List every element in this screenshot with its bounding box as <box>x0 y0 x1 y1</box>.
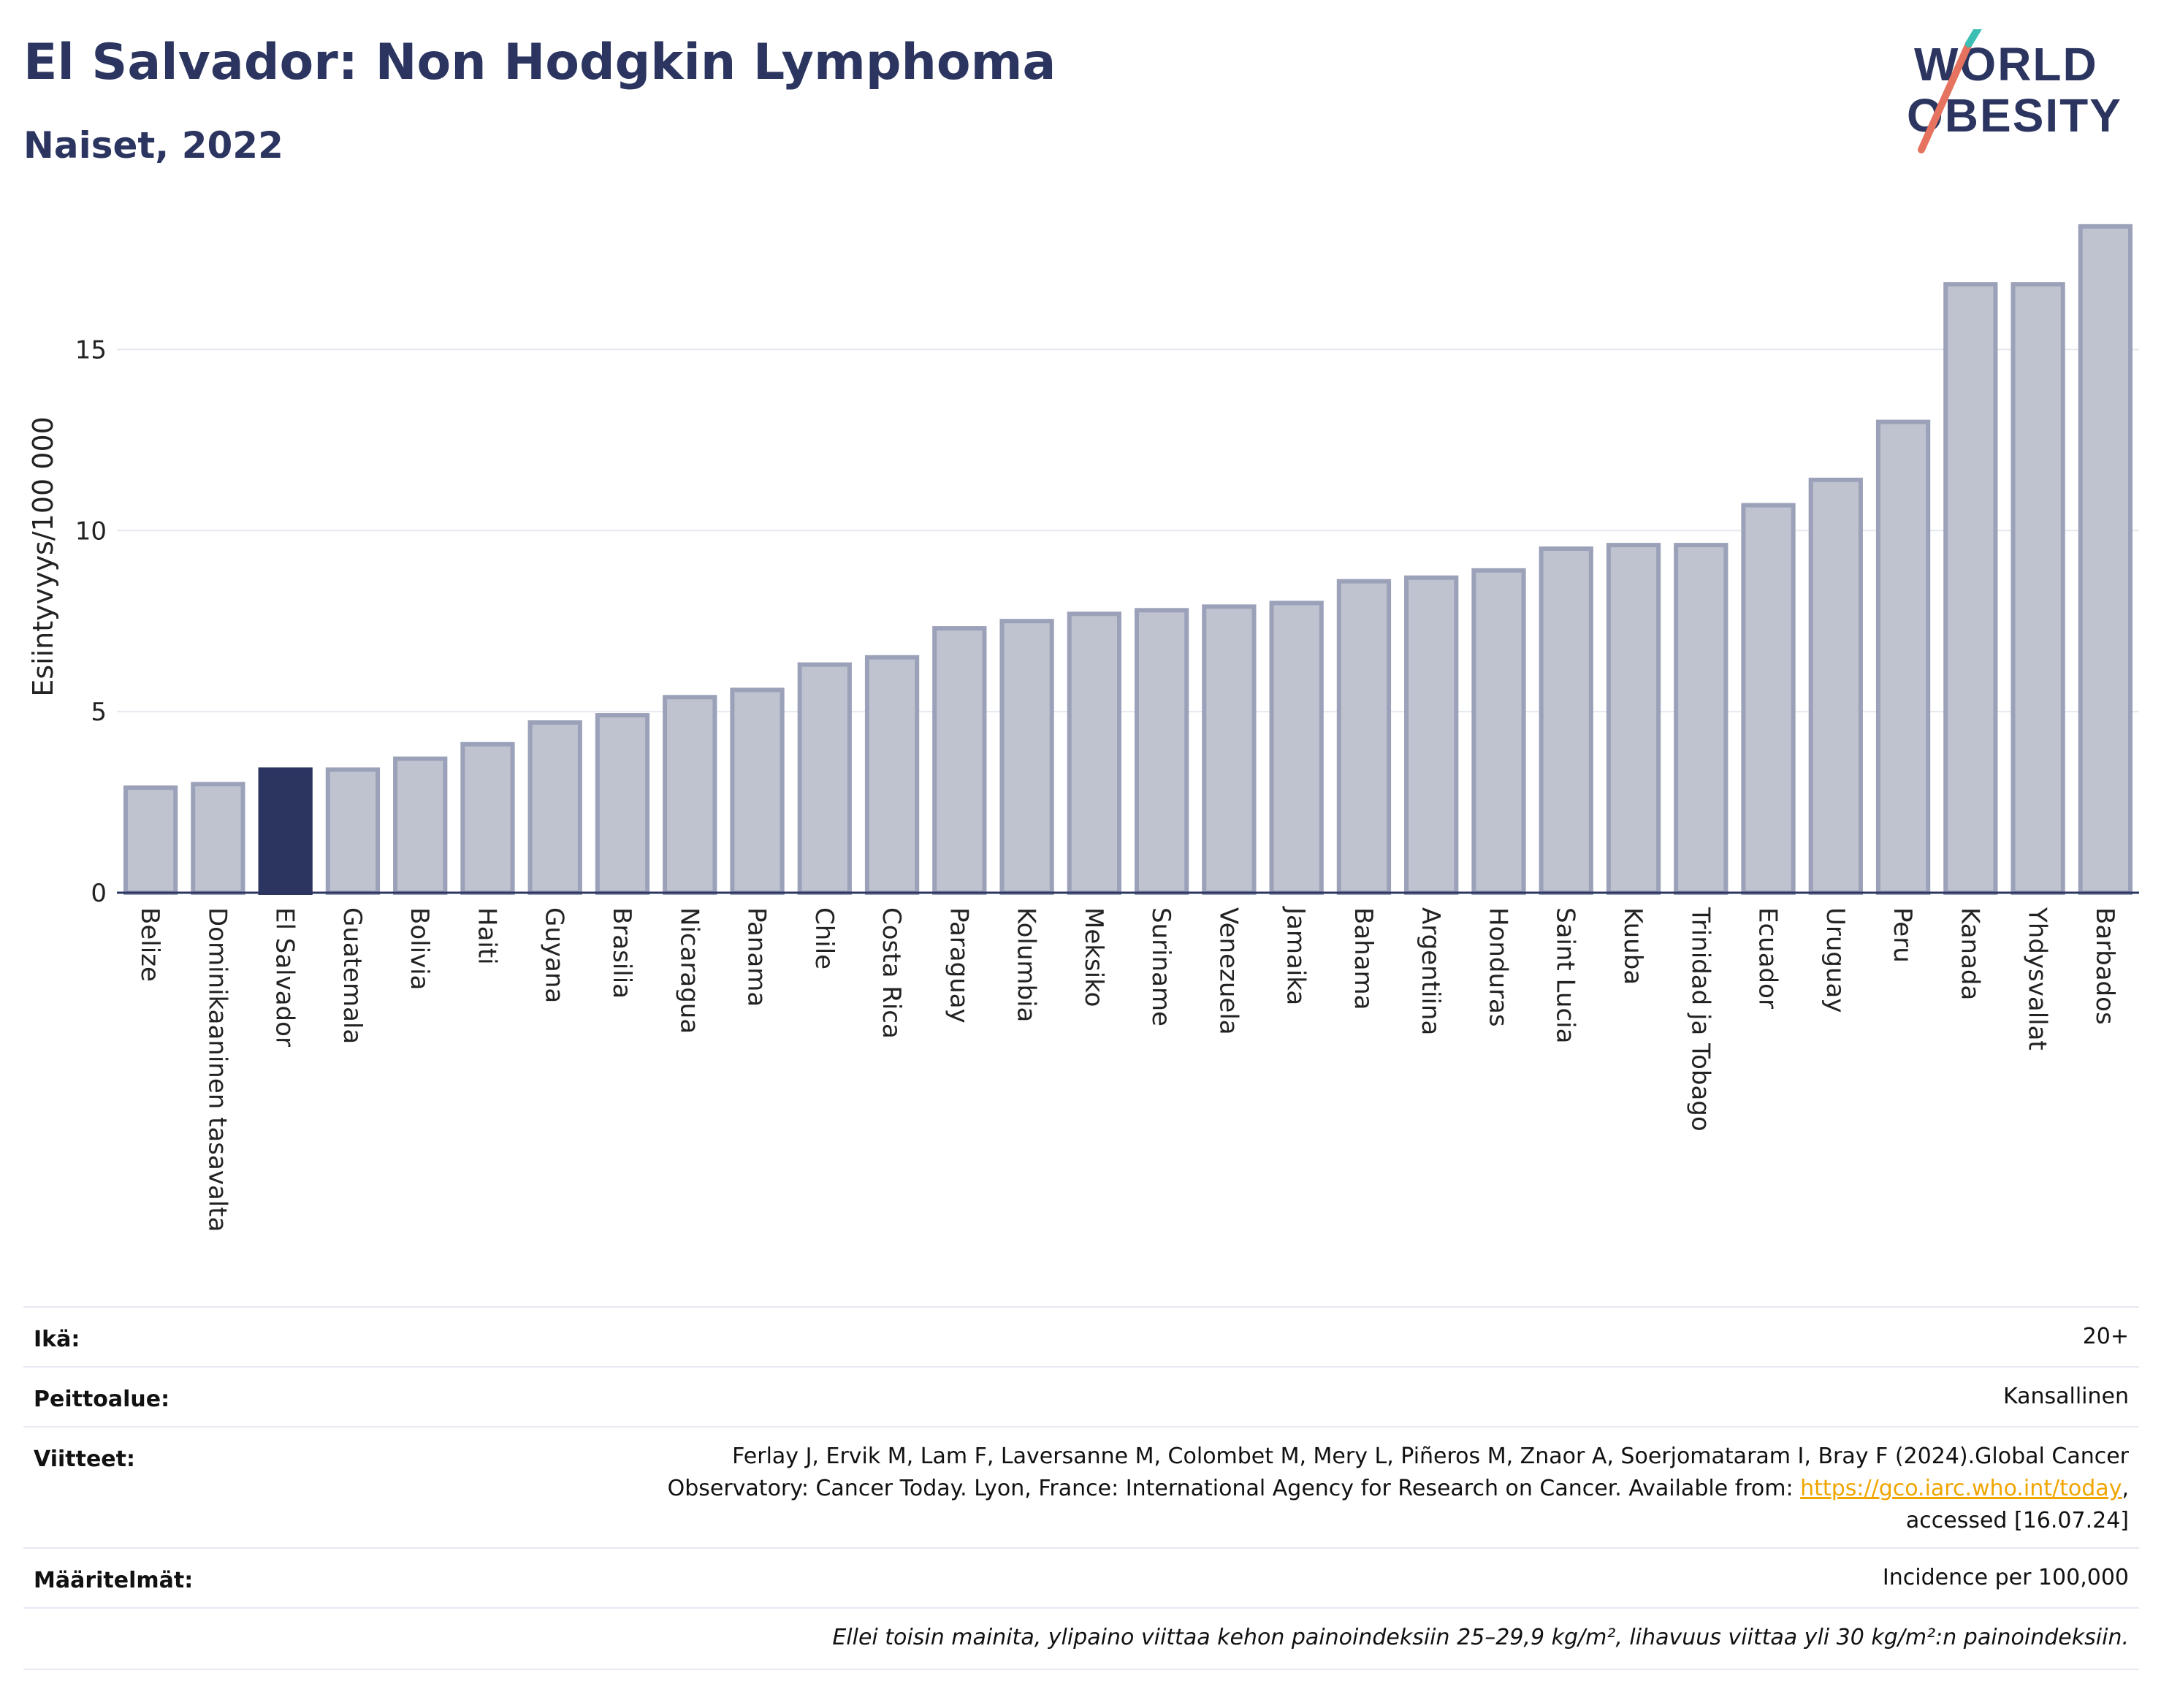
bar <box>1539 546 1593 895</box>
info-row-references: Viitteet: Ferlay J, Ervik M, Lam F, Lave… <box>23 1426 2139 1549</box>
bar <box>1741 503 1796 895</box>
x-tick-label: Barbados <box>2090 907 2119 1025</box>
y-axis-label: Esiintyvyys/100 000 <box>27 416 59 697</box>
bar <box>1404 575 1459 896</box>
x-tick-label: Meksiko <box>1079 907 1108 1007</box>
world-obesity-logo: WORLD OBESITY <box>1907 29 2121 153</box>
bar <box>1134 608 1189 895</box>
bar <box>2078 224 2133 895</box>
x-tick-label: El Salvador <box>270 907 300 1047</box>
x-tick-label: Costa Rica <box>877 907 906 1039</box>
reference-line-3: accessed [16.07.24] <box>1905 1508 2129 1533</box>
bar <box>1471 568 1526 895</box>
bar <box>527 720 582 895</box>
x-tick-label: Chile <box>809 907 839 969</box>
info-row-note: Ellei toisin mainita, ylipaino viittaa k… <box>23 1607 2139 1670</box>
reference-link[interactable]: https://gco.iarc.who.int/today <box>1800 1476 2122 1501</box>
info-value-age: 20+ <box>2082 1324 2129 1349</box>
bar <box>1808 477 1863 895</box>
bar <box>258 767 313 895</box>
x-tick-label: Guatemala <box>338 907 367 1044</box>
bar <box>1202 604 1257 895</box>
x-tick-label: Belize <box>135 907 164 982</box>
x-tick-label: Honduras <box>1483 907 1512 1027</box>
info-label-age: Ikä: <box>34 1327 80 1352</box>
bar <box>730 687 785 896</box>
x-tick-label: Panama <box>742 907 771 1007</box>
y-tick-label: 10 <box>75 516 107 546</box>
y-tick-label: 5 <box>91 698 107 727</box>
bar <box>595 713 650 895</box>
x-tick-label: Suriname <box>1146 907 1175 1026</box>
x-tick-label: Nicaragua <box>674 907 704 1034</box>
bar <box>1269 601 1324 895</box>
x-tick-label: Bolivia <box>405 907 434 990</box>
info-row-definitions: Määritelmät: Incidence per 100,000 <box>23 1547 2139 1609</box>
info-label-references: Viitteet: <box>34 1446 135 1472</box>
bar <box>663 695 717 895</box>
x-tick-label: Uruguay <box>1821 907 1850 1013</box>
reference-line-2: Observatory: Cancer Today. Lyon, France:… <box>668 1473 2129 1505</box>
bar <box>1606 543 1661 895</box>
reference-line-2-end: , <box>2122 1476 2129 1501</box>
y-tick-label: 0 <box>91 879 107 908</box>
info-row-coverage: Peittoalue: Kansallinen <box>23 1366 2139 1427</box>
x-tick-label: Ecuador <box>1753 907 1783 1009</box>
x-tick-label: Guyana <box>540 907 569 1003</box>
bar <box>999 619 1054 895</box>
info-label-definitions: Määritelmät: <box>34 1568 194 1593</box>
x-tick-label: Brasilia <box>607 907 636 999</box>
info-label-coverage: Peittoalue: <box>34 1387 170 1412</box>
x-tick-label: Haiti <box>472 907 501 965</box>
info-value-references: Ferlay J, Ervik M, Lam F, Laversanne M, … <box>668 1441 2129 1537</box>
x-tick-label: Yhdysvallat <box>2023 907 2052 1051</box>
bar <box>1674 543 1729 895</box>
info-row-age: Ikä: 20+ <box>23 1306 2139 1368</box>
bar <box>797 662 852 895</box>
x-tick-label: Dominikaaninen tasavalta <box>202 907 232 1232</box>
bar <box>932 626 987 895</box>
bar <box>123 785 178 895</box>
info-value-note: Ellei toisin mainita, ylipaino viittaa k… <box>832 1625 2129 1650</box>
bar <box>325 767 381 895</box>
bar <box>1067 611 1122 896</box>
bar <box>1943 282 1998 895</box>
bar-chart: 0 5 10 15 Esiintyvyys/100 000 Belize Dominikaa… <box>27 224 2139 1232</box>
x-tick-label: Bahama <box>1349 907 1378 1010</box>
bar <box>191 782 245 896</box>
info-value-definitions: Incidence per 100,000 <box>1882 1565 2129 1590</box>
bar <box>460 741 515 896</box>
y-tick-label: 15 <box>75 335 107 365</box>
bar <box>1875 419 1931 895</box>
x-tick-label: Kolumbia <box>1012 907 1041 1022</box>
x-tick-label: Venezuela <box>1213 907 1243 1035</box>
x-tick-label: Jamaika <box>1281 906 1311 1005</box>
svg-text:WORLD: WORLD <box>1914 38 2098 91</box>
reference-line-2-text: Observatory: Cancer Today. Lyon, France:… <box>667 1476 1801 1501</box>
page-subtitle: Naiset, 2022 <box>23 124 283 167</box>
bar <box>864 655 920 895</box>
bar <box>393 756 448 895</box>
x-tick-label: Peru <box>1888 907 1917 963</box>
x-tick-label: Saint Lucia <box>1551 907 1580 1043</box>
info-value-coverage: Kansallinen <box>2002 1384 2129 1409</box>
bar <box>2011 282 2065 895</box>
bar <box>1336 579 1392 895</box>
x-tick-label: Trinidad ja Tobago <box>1685 907 1715 1132</box>
x-tick-label: Kanada <box>1955 907 1984 1000</box>
reference-line-1: Ferlay J, Ervik M, Lam F, Laversanne M, … <box>732 1444 2129 1469</box>
x-tick-label: Argentiina <box>1416 907 1445 1035</box>
x-tick-label: Paraguay <box>944 907 973 1023</box>
page-title: El Salvador: Non Hodgkin Lymphoma <box>23 34 1056 91</box>
x-tick-label: Kuuba <box>1618 907 1647 985</box>
